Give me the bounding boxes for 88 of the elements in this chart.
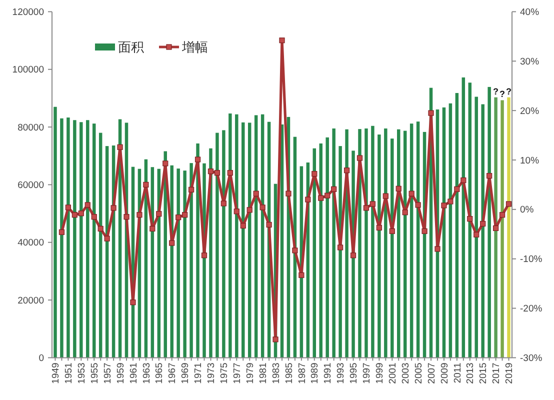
x-tick-label: 1981 [258,362,269,384]
x-tick-label: 1993 [336,362,347,384]
bar [390,138,394,358]
bar [448,103,452,358]
bar [73,120,76,358]
y2-tick-label: 30% [520,56,540,68]
x-tick-label: 2017 [491,362,502,384]
x-tick-label: 1987 [296,362,308,384]
bar [455,93,459,358]
bar [216,132,219,358]
x-tick-label: 1995 [348,362,360,384]
x-tick-label: 1961 [128,362,140,384]
bar [474,96,478,358]
y2-tick-label: -20% [520,304,543,315]
bar [481,104,484,358]
x-tick-label: 1971 [193,362,204,384]
legend-label: 增幅 [181,40,208,55]
x-tick-label: 2001 [387,362,398,384]
bar [364,128,368,358]
bar [507,97,510,358]
x-tick-label: 1973 [206,362,218,384]
bar [98,132,102,358]
y-tick-label: 20000 [18,295,44,306]
y2-tick-label: 20% [520,106,540,117]
y-tick-label: 0 [38,353,44,364]
y-tick-label: 100000 [12,64,44,76]
x-tick-label: 1951 [64,362,75,384]
y2-tick-label: -10% [520,254,543,266]
x-tick-label: 1957 [102,362,114,384]
x-tick-label: 1977 [232,362,243,384]
x-tick-label: 2013 [465,362,476,384]
x-tick-label: 1955 [89,362,100,384]
y2-tick-label: 40% [520,7,540,18]
bar [488,86,491,358]
x-tick-label: 2011 [452,362,464,384]
x-tick-label: 1997 [362,362,373,384]
bar [222,130,226,358]
x-tick-label: 1959 [115,362,126,384]
bar [500,100,504,358]
bar [228,113,232,358]
bar [235,114,238,358]
y2-tick-label: 10% [520,155,540,166]
bar [332,128,336,358]
x-tick-label: 2009 [439,362,450,384]
x-tick-label: 1991 [322,362,334,384]
x-tick-label: 1979 [244,362,256,384]
bar [371,126,374,358]
x-tick-label: 1965 [154,362,166,384]
x-tick-label: 2003 [400,362,412,384]
y2-tick-label: 0% [520,204,534,216]
x-tick-label: 1969 [180,362,192,384]
x-tick-label: 2007 [426,362,438,384]
bar [494,97,498,358]
x-tick-label: 1953 [76,362,88,384]
bar [92,124,96,358]
bar [183,170,186,358]
bar [384,128,388,358]
x-tick-label: 1967 [167,362,178,384]
data-label: ? [500,89,506,100]
x-tick-label: 1949 [50,362,62,384]
x-tick-label: 1989 [310,362,321,384]
x-tick-label: 1983 [270,362,282,384]
bar [378,134,381,358]
bar [66,118,70,358]
bar [190,163,193,358]
y-tick-label: 120000 [12,7,44,18]
y-tick-label: 40000 [18,238,44,249]
x-tick-label: 2019 [504,362,516,384]
legend-label: 面积 [118,40,144,55]
x-tick-label: 1999 [374,362,386,384]
x-tick-label: 1985 [284,362,295,384]
bar [209,148,212,358]
bar [86,120,90,358]
y2-tick-label: -30% [520,353,543,364]
data-label: ? [506,86,512,96]
bar [80,122,83,358]
data-label: ? [493,86,499,96]
x-tick-label: 1975 [219,362,230,384]
x-tick-label: 1963 [141,362,152,384]
y-tick-label: 80000 [18,122,44,134]
x-tick-label: 2005 [413,362,424,384]
y-tick-label: 60000 [18,180,44,192]
bar [254,115,258,358]
bar [60,118,64,358]
bar [326,137,329,358]
bar [176,168,180,358]
x-tick-label: 2015 [478,362,490,384]
bar [54,106,57,358]
